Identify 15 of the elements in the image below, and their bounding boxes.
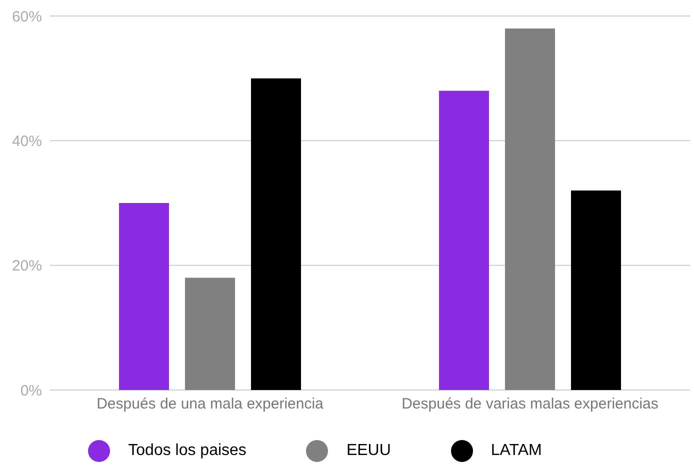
x-tick-label: Después de una mala experiencia [96, 396, 324, 413]
bar [439, 90, 489, 390]
bar [251, 78, 301, 390]
bar [571, 190, 621, 390]
y-tick-label: 60% [12, 8, 42, 26]
y-tick-label: 20% [12, 258, 42, 275]
bar [185, 278, 235, 390]
legend-label: EEUU [346, 442, 391, 460]
x-tick-label: Después de varias malas experiencias [402, 396, 658, 413]
bar [505, 28, 555, 390]
y-tick-label: 0% [20, 382, 42, 400]
legend-label: LATAM [490, 442, 542, 460]
y-tick-label: 40% [12, 132, 42, 150]
bar [119, 203, 169, 390]
legend-label: Todos los paises [128, 442, 246, 460]
